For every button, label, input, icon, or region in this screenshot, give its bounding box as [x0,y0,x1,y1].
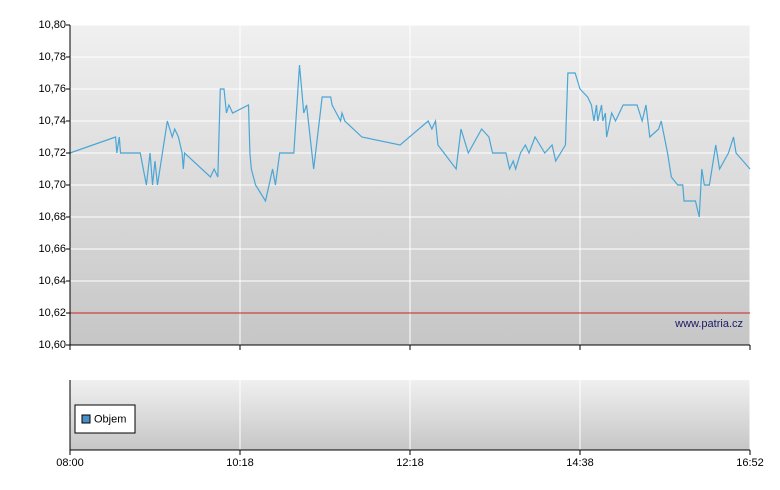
y-tick-label: 10,66 [38,243,66,255]
y-tick-label: 10,62 [38,307,66,319]
y-tick-label: 10,70 [38,179,66,191]
x-tick-label: 10:18 [226,457,254,469]
y-tick-label: 10,74 [38,115,66,127]
y-tick-label: 10,76 [38,83,66,95]
y-tick-label: 10,80 [38,19,66,31]
legend-swatch [81,414,91,424]
y-tick-label: 10,60 [38,339,66,351]
legend-label: Objem [94,413,126,425]
watermark: www.patria.cz [674,318,743,330]
y-tick-label: 10,64 [38,275,66,287]
x-tick-label: 16:52 [736,457,764,469]
y-tick-label: 10,72 [38,147,66,159]
price-line [69,64,751,218]
x-tick-label: 08:00 [56,457,84,469]
y-tick-label: 10,68 [38,211,66,223]
x-tick-label: 12:18 [396,457,424,469]
y-tick-label: 10,78 [38,51,66,63]
x-tick-label: 14:38 [566,457,594,469]
